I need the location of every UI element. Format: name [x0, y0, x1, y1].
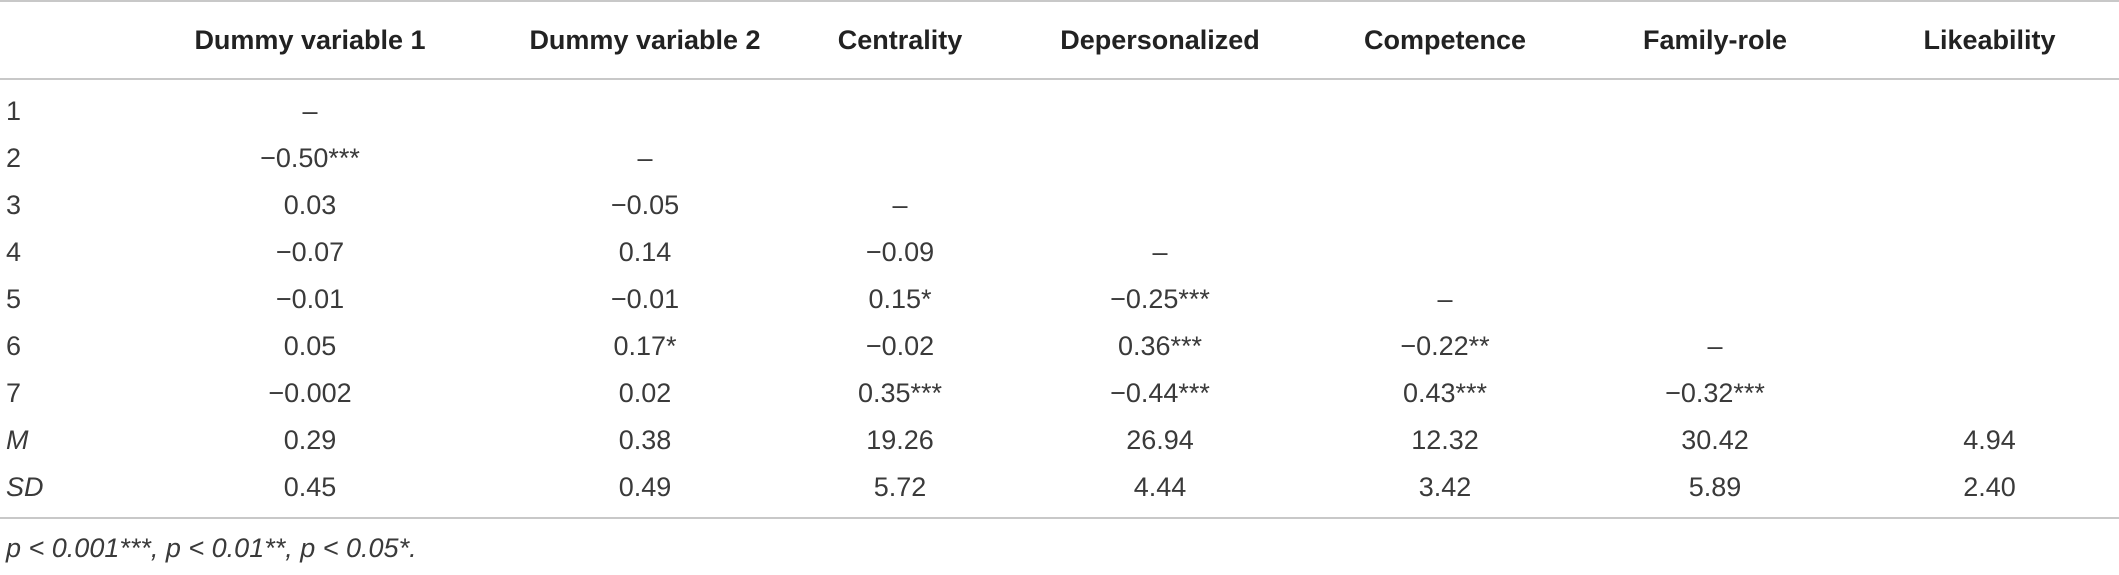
cell-likeability [1860, 135, 2119, 182]
table-row: 4 −0.07 0.14 −0.09 – [0, 229, 2119, 276]
cell-dummy-variable-2: −0.05 [610, 190, 680, 220]
table-row: 5 −0.01 −0.01 0.15* −0.25*** – [0, 276, 2119, 323]
cell-competence: 12.32 [1411, 425, 1479, 455]
cell-family-role [1570, 79, 1860, 135]
cell-centrality [800, 135, 1000, 182]
row-label: 6 [6, 331, 22, 361]
cell-centrality: – [892, 190, 908, 220]
row-label: 4 [6, 237, 22, 267]
cell-depersonalized [1000, 79, 1320, 135]
cell-depersonalized: – [1152, 237, 1168, 267]
table-header-row: Dummy variable 1 Dummy variable 2 Centra… [0, 1, 2119, 79]
row-label: 3 [6, 190, 22, 220]
cell-centrality: 5.72 [873, 472, 927, 502]
table-row: 3 0.03 −0.05 – [0, 182, 2119, 229]
cell-family-role: 5.89 [1688, 472, 1742, 502]
header-centrality: Centrality [837, 24, 963, 55]
cell-competence: – [1437, 284, 1453, 314]
header-dummy-variable-2: Dummy variable 2 [529, 24, 761, 55]
cell-competence: 0.43*** [1402, 378, 1488, 408]
cell-likeability: 2.40 [1963, 472, 2016, 502]
cell-dummy-variable-1: – [302, 96, 318, 126]
cell-family-role [1570, 229, 1860, 276]
table-body: 1–2 −0.50*** –3 0.03 −0.05–4 −0.07 0.14 −0.09–5… [0, 79, 2119, 518]
cell-dummy-variable-1: 0.03 [283, 190, 337, 220]
cell-depersonalized [1000, 182, 1320, 229]
cell-family-role [1570, 182, 1860, 229]
cell-dummy-variable-1: −0.07 [275, 237, 345, 267]
cell-dummy-variable-1: −0.50*** [260, 143, 360, 173]
cell-dummy-variable-2: 0.38 [618, 425, 672, 455]
cell-likeability [1860, 79, 2119, 135]
table-row: 6 0.05 0.17* −0.02 0.36*** −0.22** – [0, 323, 2119, 370]
cell-dummy-variable-2 [490, 79, 800, 135]
cell-dummy-variable-1: 0.29 [283, 425, 337, 455]
cell-dummy-variable-2: 0.02 [618, 378, 672, 408]
cell-dummy-variable-2: −0.01 [610, 284, 680, 314]
cell-likeability [1860, 182, 2119, 229]
cell-depersonalized: 4.44 [1133, 472, 1187, 502]
cell-centrality: 0.35*** [857, 378, 943, 408]
table-row: SD 0.45 0.49 5.72 4.44 3.42 5.89 2.40 [0, 464, 2119, 518]
row-label: 1 [6, 96, 22, 126]
row-label: SD [6, 472, 44, 502]
table-row: 2 −0.50*** – [0, 135, 2119, 182]
cell-likeability [1860, 229, 2119, 276]
table-row: 1– [0, 79, 2119, 135]
cell-competence [1320, 182, 1570, 229]
row-label: M [6, 425, 29, 455]
cell-dummy-variable-1: −0.002 [268, 378, 352, 408]
cell-family-role: 30.42 [1681, 425, 1749, 455]
cell-depersonalized [1000, 135, 1320, 182]
cell-depersonalized: 26.94 [1126, 425, 1194, 455]
cell-competence: −0.22** [1400, 331, 1490, 361]
cell-likeability: 4.94 [1963, 425, 2016, 455]
cell-competence [1320, 79, 1570, 135]
cell-competence: 3.42 [1418, 472, 1472, 502]
header-likeability: Likeability [1923, 24, 2056, 55]
table-row: M 0.29 0.38 19.26 26.94 12.32 30.42 4.94 [0, 417, 2119, 464]
significance-note: p < 0.001***, p < 0.01**, p < 0.05*. [6, 533, 417, 563]
cell-likeability [1860, 370, 2119, 417]
correlation-table: Dummy variable 1 Dummy variable 2 Centra… [0, 1, 2119, 518]
cell-family-role [1570, 135, 1860, 182]
cell-dummy-variable-2: 0.49 [618, 472, 672, 502]
header-family-role: Family-role [1642, 24, 1788, 55]
cell-depersonalized: −0.44*** [1110, 378, 1210, 408]
cell-competence [1320, 135, 1570, 182]
header-competence: Competence [1363, 24, 1527, 55]
cell-family-role: – [1707, 331, 1723, 361]
cell-family-role: −0.32*** [1665, 378, 1765, 408]
cell-dummy-variable-2: 0.14 [618, 237, 672, 267]
correlation-table-container: Dummy variable 1 Dummy variable 2 Centra… [0, 1, 2119, 518]
cell-depersonalized: 0.36*** [1117, 331, 1203, 361]
cell-likeability [1860, 323, 2119, 370]
cell-centrality: −0.02 [865, 331, 935, 361]
cell-dummy-variable-1: 0.05 [283, 331, 337, 361]
header-empty [0, 1, 130, 79]
cell-family-role [1570, 276, 1860, 323]
cell-centrality [800, 79, 1000, 135]
cell-dummy-variable-2: – [637, 143, 653, 173]
cell-centrality: 0.15* [868, 284, 932, 314]
row-label: 5 [6, 284, 22, 314]
header-dummy-variable-1: Dummy variable 1 [194, 24, 426, 55]
cell-dummy-variable-1: −0.01 [275, 284, 345, 314]
cell-centrality: −0.09 [865, 237, 935, 267]
table-row: 7 −0.002 0.02 0.35*** −0.44*** 0.43*** −0.32**… [0, 370, 2119, 417]
row-label: 2 [6, 143, 22, 173]
row-label: 7 [6, 378, 22, 408]
cell-centrality: 19.26 [866, 425, 934, 455]
cell-depersonalized: −0.25*** [1110, 284, 1210, 314]
cell-dummy-variable-2: 0.17* [613, 331, 677, 361]
cell-dummy-variable-1: 0.45 [283, 472, 337, 502]
cell-likeability [1860, 276, 2119, 323]
cell-competence [1320, 229, 1570, 276]
header-depersonalized: Depersonalized [1060, 24, 1260, 55]
